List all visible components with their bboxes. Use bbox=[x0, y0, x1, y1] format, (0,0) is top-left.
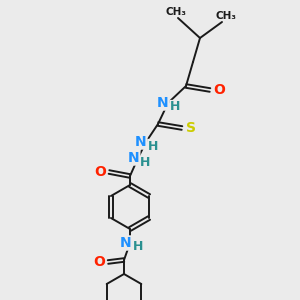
Text: O: O bbox=[93, 255, 105, 269]
Text: S: S bbox=[186, 121, 196, 135]
Text: CH₃: CH₃ bbox=[215, 11, 236, 21]
Text: O: O bbox=[213, 83, 225, 97]
Text: H: H bbox=[140, 157, 150, 169]
Text: H: H bbox=[148, 140, 158, 152]
Text: N: N bbox=[135, 135, 147, 149]
Text: N: N bbox=[120, 236, 132, 250]
Text: O: O bbox=[94, 165, 106, 179]
Text: H: H bbox=[133, 241, 143, 254]
Text: H: H bbox=[170, 100, 180, 113]
Text: N: N bbox=[157, 96, 169, 110]
Text: CH₃: CH₃ bbox=[166, 7, 187, 17]
Text: N: N bbox=[128, 151, 140, 165]
